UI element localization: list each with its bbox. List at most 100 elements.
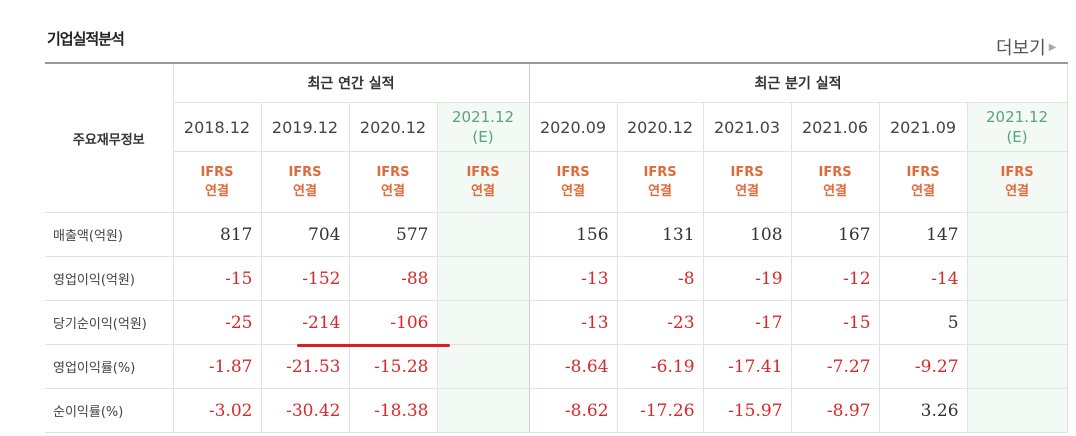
table-cell: -15: [791, 300, 880, 345]
period-date-3: 2021.12 (E): [437, 102, 530, 152]
table-cell: -3.02: [173, 388, 262, 433]
table-cell: -8.97: [791, 388, 880, 433]
table-cell: [967, 388, 1068, 433]
table-cell: -88: [349, 256, 438, 301]
table-cell: -15: [173, 256, 262, 301]
period-basis-8: IFRS 연결: [879, 151, 968, 213]
period-basis-3: IFRS 연결: [437, 151, 530, 213]
table-cell: -18.38: [349, 388, 438, 433]
period-basis-5: IFRS 연결: [617, 151, 704, 213]
period-date-1: 2019.12: [261, 102, 350, 152]
financial-table: 주요재무정보 최근 연간 실적 최근 분기 실적 2018.12 2019.12 2020…: [45, 62, 1068, 433]
period-date-label: 2018.12: [183, 117, 251, 137]
table-cell: -21.53: [261, 344, 350, 389]
period-date-label: 2021.12: [986, 108, 1049, 126]
basis-type: 연결: [1005, 184, 1029, 199]
basis-standard: IFRS: [288, 165, 322, 180]
table-cell: [967, 300, 1068, 345]
basis-type: 연결: [205, 184, 229, 199]
basis-standard: IFRS: [906, 165, 940, 180]
table-cell: -13: [529, 300, 618, 345]
table-cell: -13: [529, 256, 618, 301]
table-cell: -214: [261, 300, 350, 345]
basis-type: 연결: [823, 184, 847, 199]
table-cell: -106: [349, 300, 438, 345]
table-cell: -17.41: [703, 344, 792, 389]
table-cell: -6.19: [617, 344, 704, 389]
period-basis-7: IFRS 연결: [791, 151, 880, 213]
basis-type: 연결: [471, 184, 495, 199]
period-date-label: 2021.12: [452, 108, 515, 126]
basis-standard: IFRS: [466, 165, 500, 180]
period-basis-1: IFRS 연결: [261, 151, 350, 213]
estimate-marker: (E): [472, 128, 494, 146]
period-basis-4: IFRS 연결: [529, 151, 618, 213]
table-cell: -14: [879, 256, 968, 301]
row-label: 당기순이익(억원): [45, 300, 174, 345]
row-label: 매출액(억원): [45, 212, 174, 257]
table-cell: -8: [617, 256, 704, 301]
basis-type: 연결: [911, 184, 935, 199]
table-row: 영업이익(억원) -15 -152 -88 -13 -8 -19 -12 -14: [45, 256, 1068, 301]
row-label: 순이익률(%): [45, 388, 174, 433]
table-cell: [967, 256, 1068, 301]
period-date-6: 2021.03: [703, 102, 792, 152]
period-date-7: 2021.06: [791, 102, 880, 152]
basis-standard: IFRS: [376, 165, 410, 180]
basis-standard: IFRS: [556, 165, 590, 180]
table-cell: [437, 388, 530, 433]
period-date-label: 2021.09: [889, 117, 957, 137]
table-cell: -1.87: [173, 344, 262, 389]
table-cell: 167: [791, 212, 880, 257]
table-cell: -9.27: [879, 344, 968, 389]
basis-standard: IFRS: [643, 165, 677, 180]
table-cell: -8.64: [529, 344, 618, 389]
basis-standard: IFRS: [730, 165, 764, 180]
table-cell: -12: [791, 256, 880, 301]
period-date-9: 2021.12 (E): [967, 102, 1068, 152]
table-cell: [967, 344, 1068, 389]
table-row: 순이익률(%) -3.02 -30.42 -18.38 -8.62 -17.26 -15.9…: [45, 388, 1068, 433]
section-title: 기업실적분석: [47, 30, 125, 48]
period-basis-0: IFRS 연결: [173, 151, 262, 213]
table-cell: 577: [349, 212, 438, 257]
table-cell: -152: [261, 256, 350, 301]
table-cell: 108: [703, 212, 792, 257]
period-date-5: 2020.12: [617, 102, 704, 152]
table-cell: 5: [879, 300, 968, 345]
table-cell: -30.42: [261, 388, 350, 433]
basis-standard: IFRS: [818, 165, 852, 180]
chevron-right-icon: ▶: [1048, 41, 1057, 53]
row-label: 영업이익(억원): [45, 256, 174, 301]
table-cell: 817: [173, 212, 262, 257]
table-cell: 131: [617, 212, 704, 257]
period-basis-2: IFRS 연결: [349, 151, 438, 213]
period-date-4: 2020.09: [529, 102, 618, 152]
group-quarter-header: 최근 분기 실적: [529, 63, 1068, 103]
row-label: 영업이익률(%): [45, 344, 174, 389]
period-date-0: 2018.12: [173, 102, 262, 152]
highlight-underline: [297, 344, 450, 347]
more-link[interactable]: 더보기 ▶: [996, 34, 1056, 60]
period-date-8: 2021.09: [879, 102, 968, 152]
table-cell: -17.26: [617, 388, 704, 433]
period-date-label: 2020.12: [626, 117, 694, 137]
basis-type: 연결: [381, 184, 405, 199]
row-label-header: 주요재무정보: [45, 63, 174, 213]
period-date-2: 2020.12: [349, 102, 438, 152]
table-cell: -7.27: [791, 344, 880, 389]
table-cell: -25: [173, 300, 262, 345]
period-date-label: 2020.09: [539, 117, 607, 137]
basis-type: 연결: [293, 184, 317, 199]
period-date-label: 2021.03: [713, 117, 781, 137]
table-cell: -17: [703, 300, 792, 345]
table-cell: -15.97: [703, 388, 792, 433]
table-cell: 147: [879, 212, 968, 257]
period-date-label: 2019.12: [271, 117, 339, 137]
period-date-label: 2020.12: [359, 117, 427, 137]
period-basis-6: IFRS 연결: [703, 151, 792, 213]
table-cell: 3.26: [879, 388, 968, 433]
table-cell: 156: [529, 212, 618, 257]
estimate-marker: (E): [1006, 128, 1028, 146]
table-cell: -15.28: [349, 344, 438, 389]
